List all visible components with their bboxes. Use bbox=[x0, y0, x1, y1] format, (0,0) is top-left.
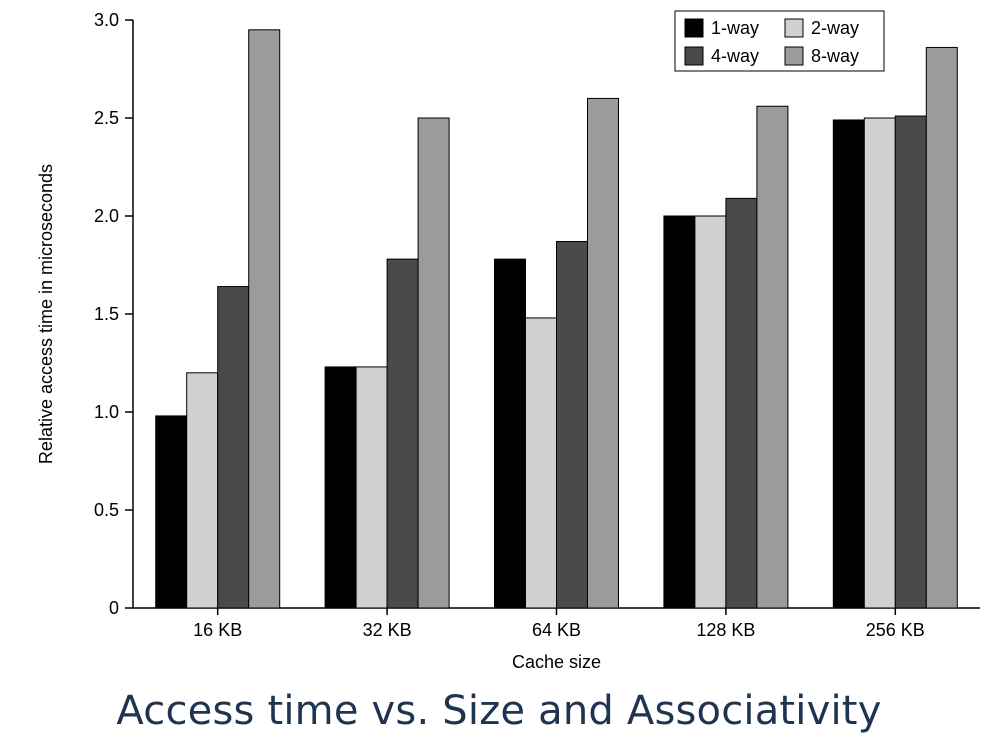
y-tick-label: 0.5 bbox=[94, 500, 119, 520]
bar-4-way-16kb bbox=[217, 286, 250, 609]
slide-title: Access time vs. Size and Associativity bbox=[116, 688, 882, 734]
x-tick-label: 128 KB bbox=[696, 620, 755, 640]
bar-8-way-64kb bbox=[587, 97, 619, 609]
y-tick-label: 3.0 bbox=[94, 10, 119, 30]
y-tick-label: 2.5 bbox=[94, 108, 119, 128]
bar-4-way-128kb bbox=[725, 197, 758, 609]
y-tick-label: 1.0 bbox=[94, 402, 119, 422]
y-tick-label: 2.0 bbox=[94, 206, 119, 226]
bar-8-way-16kb bbox=[248, 29, 281, 609]
bar-2-way-64kb bbox=[525, 317, 557, 609]
y-tick-label: 0 bbox=[109, 598, 119, 618]
bar-8-way-128kb bbox=[756, 105, 789, 609]
x-tick-label: 16 KB bbox=[193, 620, 242, 640]
legend-label-2-way: 2-way bbox=[811, 18, 859, 38]
bar-2-way-16kb bbox=[186, 372, 219, 609]
bar-chart: 0 0.5 1.0 1.5 2.0 2.5 3.0 16 KB 32 KB 64 KB 128 KB… bbox=[36, 10, 980, 672]
bar-2-way-256kb bbox=[863, 117, 896, 609]
legend-label-8-way: 8-way bbox=[811, 46, 859, 66]
bar-4-way-64kb bbox=[556, 240, 588, 609]
x-axis-label: Cache size bbox=[512, 652, 601, 672]
bar-2-way-32kb bbox=[355, 366, 388, 609]
bar-8-way-256kb bbox=[925, 46, 958, 609]
bar-1-way-16kb bbox=[155, 415, 188, 609]
bar-2-way-128kb bbox=[694, 215, 727, 609]
legend-label-1-way: 1-way bbox=[711, 18, 759, 38]
y-axis-label: Relative access time in microseconds bbox=[36, 164, 56, 464]
legend-swatch-4-way bbox=[684, 46, 704, 66]
x-tick-label: 256 KB bbox=[866, 620, 925, 640]
y-tick-label: 1.5 bbox=[94, 304, 119, 324]
bar-1-way-128kb bbox=[663, 215, 696, 609]
bar-1-way-32kb bbox=[324, 366, 357, 609]
legend-box bbox=[674, 10, 885, 72]
bar-1-way-256kb bbox=[832, 119, 865, 609]
legend-swatch-1-way bbox=[684, 18, 704, 38]
legend-swatch-2-way bbox=[784, 18, 804, 38]
legend-swatch-8-way bbox=[784, 46, 804, 66]
bar-1-way-64kb bbox=[494, 258, 526, 609]
x-tick-label: 64 KB bbox=[532, 620, 581, 640]
bar-4-way-32kb bbox=[386, 258, 419, 609]
legend-label-4-way: 4-way bbox=[711, 46, 759, 66]
bar-8-way-32kb bbox=[417, 117, 450, 609]
bar-4-way-256kb bbox=[894, 115, 927, 609]
x-tick-label: 32 KB bbox=[363, 620, 412, 640]
